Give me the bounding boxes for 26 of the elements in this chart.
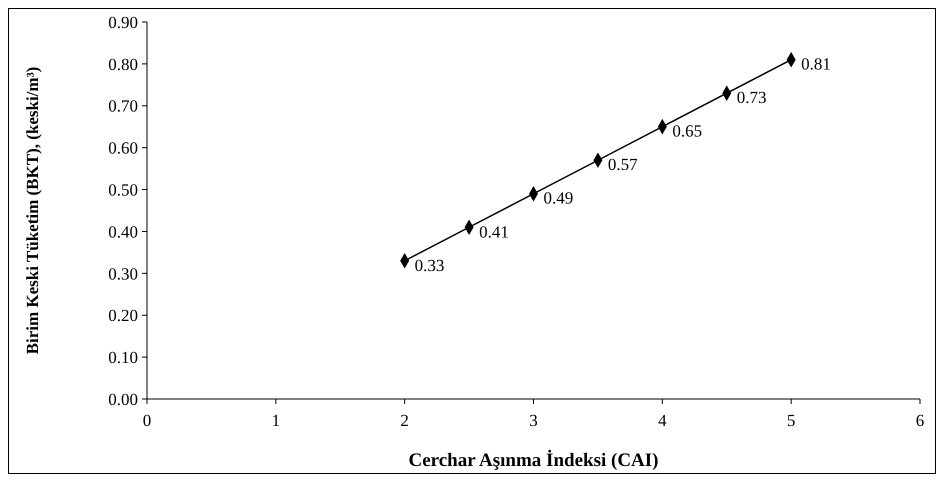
data-label: 0.57 [608,155,638,174]
data-label: 0.65 [672,122,702,141]
y-tick-label: 0.50 [108,180,138,200]
y-tick-label: 0.90 [108,12,138,32]
data-label: 0.81 [801,54,831,74]
x-tick-label: 2 [400,411,409,430]
data-label: 0.73 [736,88,766,108]
data-label: 0.49 [544,188,574,208]
y-tick-label: 0.20 [108,306,138,326]
data-label: 0.41 [479,222,509,242]
x-tick-label: 1 [272,411,280,430]
y-tick-label: 0.40 [108,222,138,242]
x-tick-label: 4 [658,411,668,430]
y-tick-label: 0.30 [108,264,138,284]
x-axis-title: Cerchar Aşınma İndeksi (CAI) [408,449,659,471]
data-label: 0.33 [414,256,444,275]
y-tick-label: 0.00 [108,390,138,409]
y-tick-label: 0.70 [108,96,138,116]
y-tick-label: 0.60 [108,138,138,158]
x-tick-label: 5 [786,411,796,430]
x-tick-label: 6 [916,411,924,430]
y-tick-label: 0.10 [108,348,138,368]
x-tick-label: 3 [529,411,538,430]
y-tick-label: 0.80 [108,54,138,74]
y-axis-title: Birim Keski Tüketim (BKT), (keski/m³) [23,66,42,354]
x-tick-label: 0 [142,411,152,430]
